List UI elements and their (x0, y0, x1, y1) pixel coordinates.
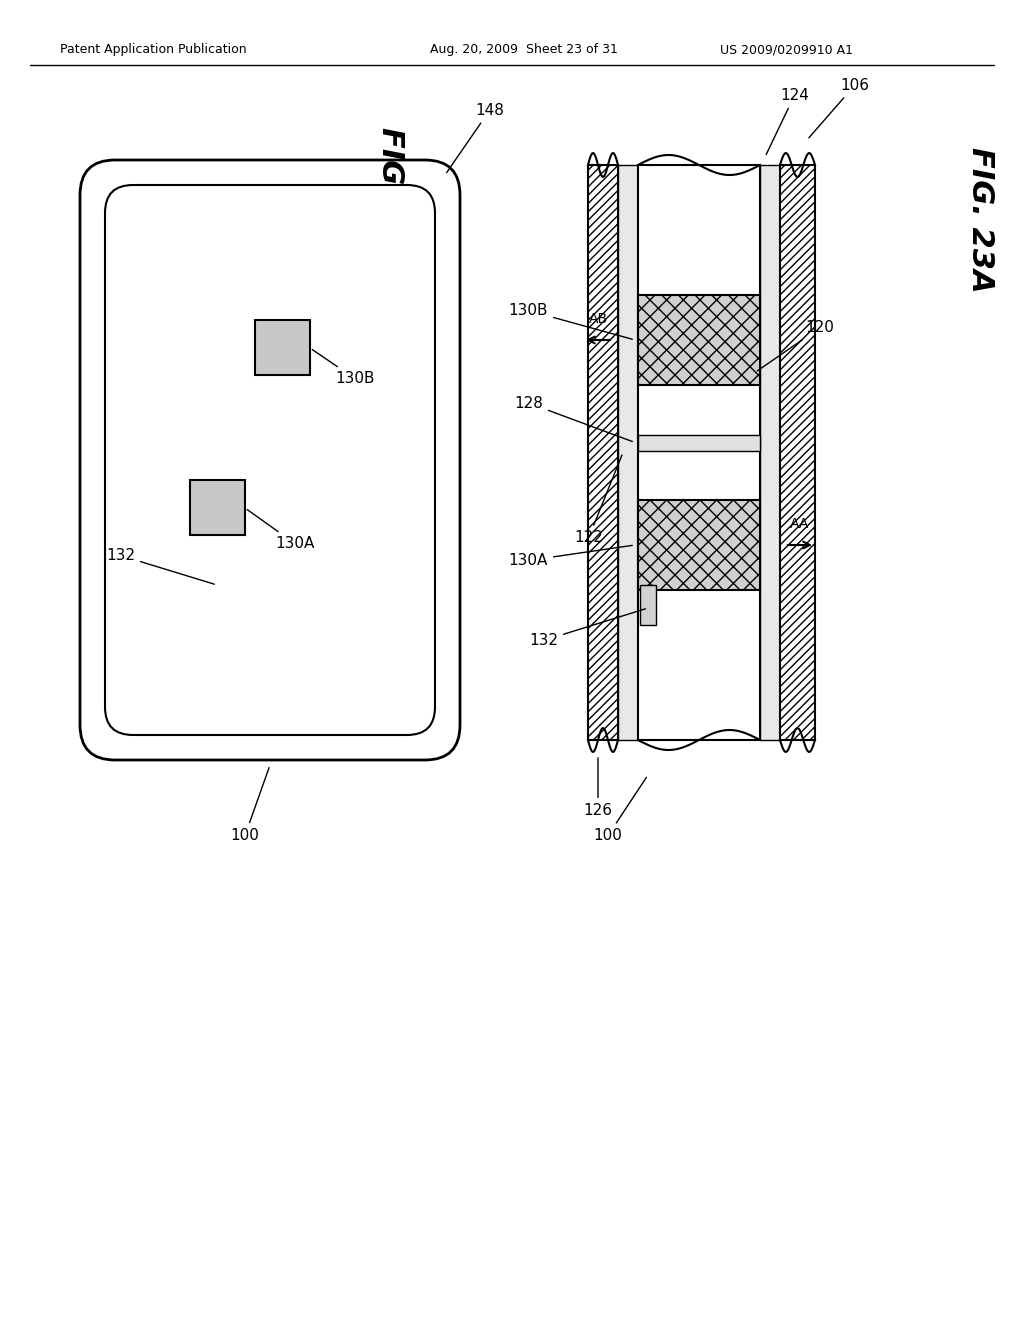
Text: AB: AB (589, 312, 608, 326)
Text: 132: 132 (529, 609, 645, 648)
Bar (190, 480, 245, 535)
Text: 128: 128 (514, 396, 633, 441)
Text: 130B: 130B (509, 304, 633, 339)
Text: 122: 122 (574, 455, 622, 545)
Bar (760, 165, 780, 741)
Text: 106: 106 (809, 78, 869, 137)
Bar (638, 434, 760, 450)
Bar (638, 294, 760, 385)
Text: 130B: 130B (312, 350, 375, 385)
Text: 132: 132 (106, 548, 214, 585)
Bar (640, 585, 656, 624)
Text: 130A: 130A (509, 545, 632, 568)
Bar (588, 165, 618, 741)
Text: 148: 148 (446, 103, 504, 173)
Text: 120: 120 (758, 321, 834, 371)
Text: 100: 100 (230, 768, 269, 843)
Text: AA: AA (790, 517, 809, 531)
FancyBboxPatch shape (105, 185, 435, 735)
Text: Patent Application Publication: Patent Application Publication (60, 44, 247, 57)
Text: FIG. 23A: FIG. 23A (966, 148, 994, 293)
Bar (255, 319, 310, 375)
Text: FIG. 23B: FIG. 23B (376, 127, 404, 273)
Text: Aug. 20, 2009  Sheet 23 of 31: Aug. 20, 2009 Sheet 23 of 31 (430, 44, 617, 57)
Bar (780, 165, 815, 741)
Text: 100: 100 (594, 777, 646, 843)
Text: US 2009/0209910 A1: US 2009/0209910 A1 (720, 44, 853, 57)
Bar (638, 500, 760, 590)
Text: 130A: 130A (247, 510, 314, 550)
Bar (638, 165, 760, 741)
Bar (618, 165, 638, 741)
Text: 124: 124 (766, 88, 809, 154)
Text: 126: 126 (584, 758, 612, 818)
FancyBboxPatch shape (80, 160, 460, 760)
